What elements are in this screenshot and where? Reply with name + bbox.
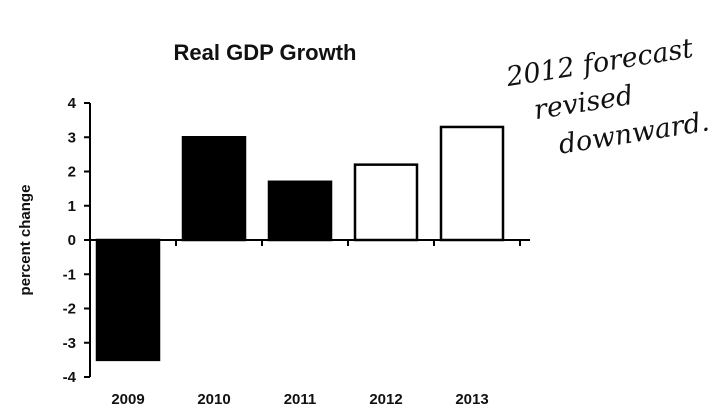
bar-2009	[95, 238, 161, 362]
x-tick-label-2011: 2011	[284, 391, 317, 408]
handwritten-annotation: 2012 forecast revised downward.	[503, 33, 711, 161]
y-tick-label: 0	[68, 232, 76, 249]
y-tick-label: -2	[63, 301, 76, 318]
y-tick-label: -3	[63, 335, 76, 352]
x-tick-label-2010: 2010	[197, 391, 230, 408]
bar-2011	[267, 180, 333, 242]
x-tick-labels: 2009 2010 2011 2012 2013	[111, 391, 488, 408]
x-tick-label-2012: 2012	[369, 391, 402, 408]
y-tick-label: -1	[63, 266, 76, 283]
x-axis	[89, 239, 530, 246]
bars	[95, 125, 505, 362]
y-tick-label: 1	[68, 198, 76, 215]
y-tick-label: 3	[68, 129, 76, 146]
x-tick-label-2013: 2013	[455, 391, 488, 408]
y-tick-labels: 4 3 2 1 0 -1 -2 -3 -4	[63, 95, 77, 386]
bar-2012	[353, 163, 419, 242]
y-tick-label: -4	[63, 369, 77, 386]
y-axis-label: percent change	[17, 185, 34, 296]
bar-2010	[181, 136, 247, 242]
y-tick-label: 2	[68, 164, 76, 181]
y-tick-label: 4	[68, 95, 77, 112]
x-tick-label-2009: 2009	[111, 391, 144, 408]
chart-title: Real GDP Growth	[174, 40, 357, 65]
bar-2013	[439, 125, 505, 242]
